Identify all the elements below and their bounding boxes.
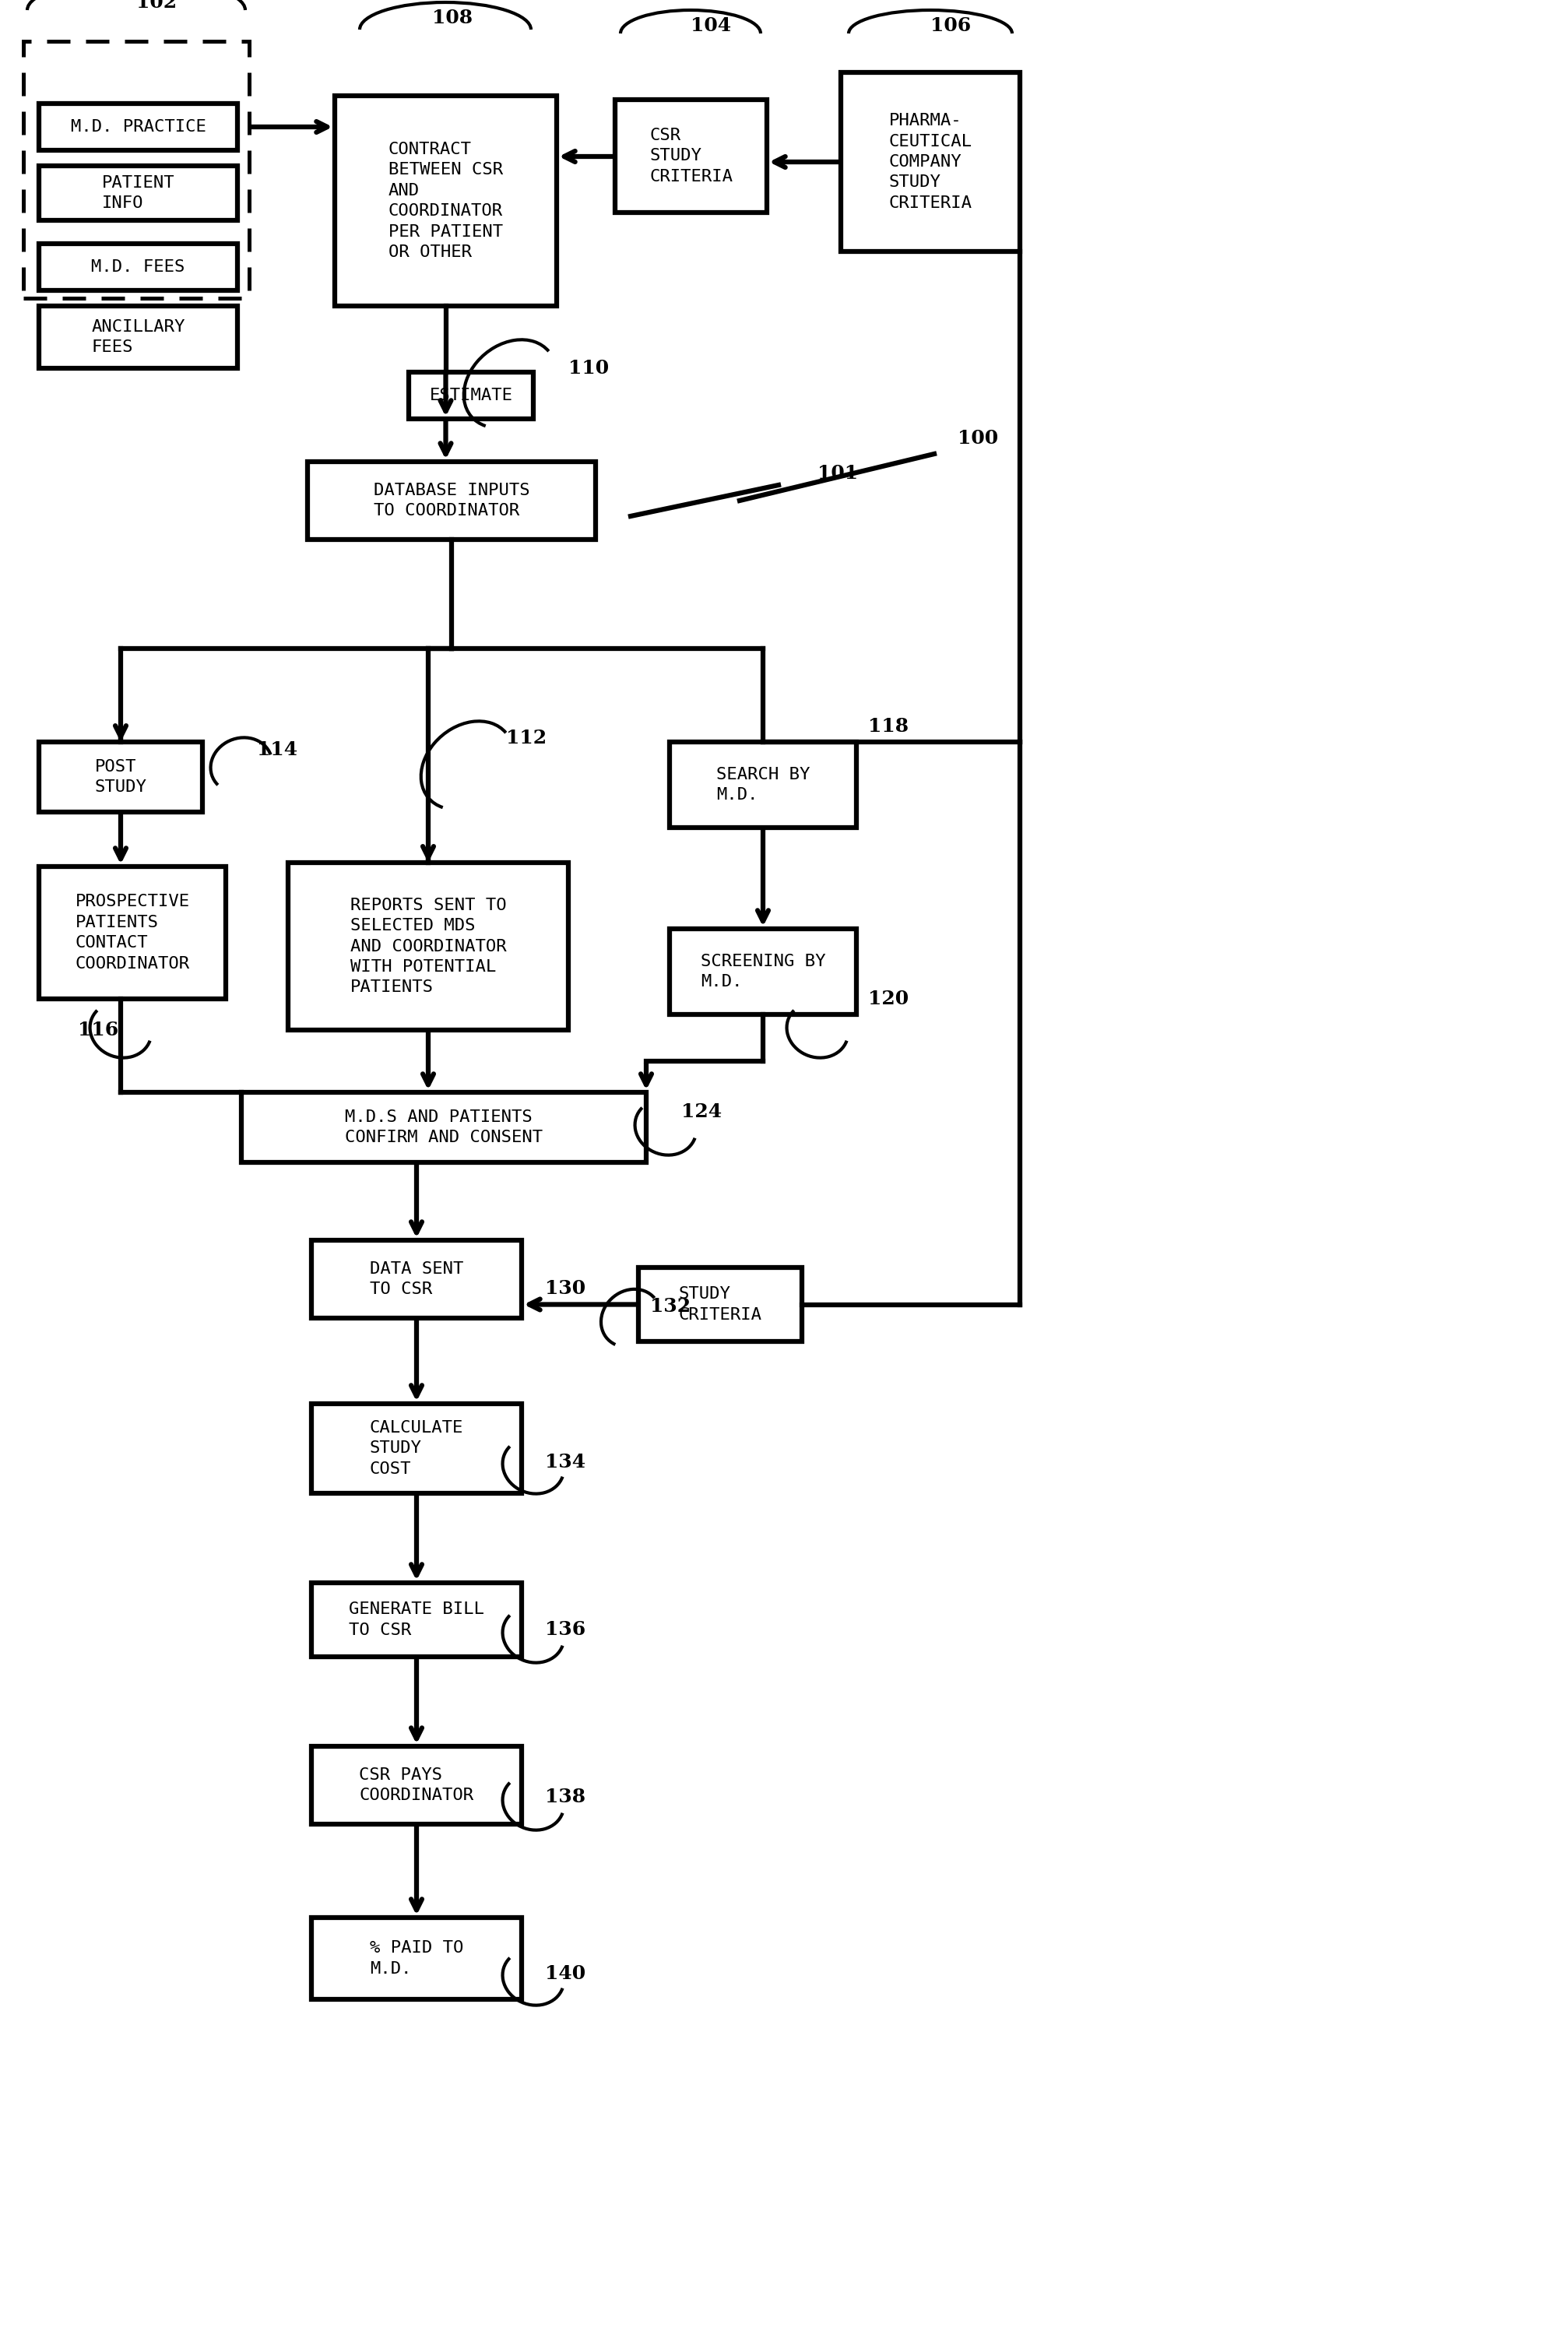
Text: 134: 134	[546, 1452, 585, 1471]
Text: 136: 136	[546, 1620, 585, 1639]
Bar	[39, 867, 226, 998]
Text: 110: 110	[568, 360, 608, 379]
Bar	[409, 372, 533, 419]
Text: 114: 114	[257, 741, 298, 760]
Bar	[615, 101, 767, 213]
Text: % PAID TO
M.D.: % PAID TO M.D.	[370, 1941, 464, 1976]
Bar	[39, 103, 237, 150]
Bar	[670, 741, 856, 828]
Text: PHARMA-
CEUTICAL
COMPANY
STUDY
CRITERIA: PHARMA- CEUTICAL COMPANY STUDY CRITERIA	[889, 112, 972, 210]
Text: 106: 106	[930, 16, 971, 35]
Bar	[336, 96, 557, 306]
Text: 138: 138	[546, 1789, 585, 1807]
Text: PATIENT
INFO: PATIENT INFO	[102, 175, 174, 210]
Bar	[39, 741, 202, 811]
Text: 104: 104	[690, 16, 731, 35]
Text: 102: 102	[136, 0, 177, 12]
Bar	[39, 166, 237, 220]
Bar	[312, 1403, 522, 1494]
Text: 130: 130	[546, 1279, 585, 1298]
Text: M.D.S AND PATIENTS
CONFIRM AND CONSENT: M.D.S AND PATIENTS CONFIRM AND CONSENT	[345, 1108, 543, 1146]
Bar	[289, 863, 568, 1031]
Text: STUDY
CRITERIA: STUDY CRITERIA	[679, 1286, 762, 1323]
Text: PROSPECTIVE
PATIENTS
CONTACT
COORDINATOR: PROSPECTIVE PATIENTS CONTACT COORDINATOR	[75, 893, 190, 970]
Bar	[24, 42, 249, 299]
Text: CSR
STUDY
CRITERIA: CSR STUDY CRITERIA	[649, 129, 732, 185]
Bar	[312, 1917, 522, 1999]
Text: 120: 120	[869, 989, 909, 1008]
Bar	[39, 243, 237, 290]
Bar	[312, 1746, 522, 1824]
Text: CALCULATE
STUDY
COST: CALCULATE STUDY COST	[370, 1419, 464, 1478]
Bar	[39, 306, 237, 369]
Text: 118: 118	[869, 718, 909, 736]
Text: POST
STUDY: POST STUDY	[94, 760, 147, 795]
Text: SCREENING BY
M.D.: SCREENING BY M.D.	[701, 954, 825, 989]
Text: CSR PAYS
COORDINATOR: CSR PAYS COORDINATOR	[359, 1768, 474, 1803]
Text: REPORTS SENT TO
SELECTED MDS
AND COORDINATOR
WITH POTENTIAL
PATIENTS: REPORTS SENT TO SELECTED MDS AND COORDIN…	[350, 898, 506, 996]
Text: CONTRACT
BETWEEN CSR
AND
COORDINATOR
PER PATIENT
OR OTHER: CONTRACT BETWEEN CSR AND COORDINATOR PER…	[389, 143, 503, 260]
Text: 116: 116	[78, 1022, 119, 1040]
Bar	[307, 461, 596, 540]
Text: SEARCH BY
M.D.: SEARCH BY M.D.	[717, 767, 809, 802]
Text: 112: 112	[506, 729, 547, 748]
Bar	[840, 72, 1019, 253]
Text: 132: 132	[651, 1298, 690, 1316]
Text: DATABASE INPUTS
TO COORDINATOR: DATABASE INPUTS TO COORDINATOR	[373, 482, 530, 519]
Bar	[241, 1092, 646, 1162]
Text: GENERATE BILL
TO CSR: GENERATE BILL TO CSR	[348, 1602, 485, 1639]
Bar	[312, 1583, 522, 1658]
Text: 100: 100	[958, 428, 999, 447]
Text: ESTIMATE: ESTIMATE	[430, 388, 513, 402]
Bar	[638, 1267, 801, 1342]
Text: DATA SENT
TO CSR: DATA SENT TO CSR	[370, 1260, 464, 1298]
Text: M.D. FEES: M.D. FEES	[91, 260, 185, 276]
Bar	[670, 928, 856, 1015]
Text: 101: 101	[817, 463, 858, 482]
Text: M.D. PRACTICE: M.D. PRACTICE	[71, 119, 205, 136]
Bar	[312, 1239, 522, 1319]
Text: 108: 108	[433, 9, 472, 28]
Text: 140: 140	[546, 1964, 585, 1983]
Text: 124: 124	[681, 1104, 721, 1122]
Text: ANCILLARY
FEES: ANCILLARY FEES	[91, 318, 185, 355]
